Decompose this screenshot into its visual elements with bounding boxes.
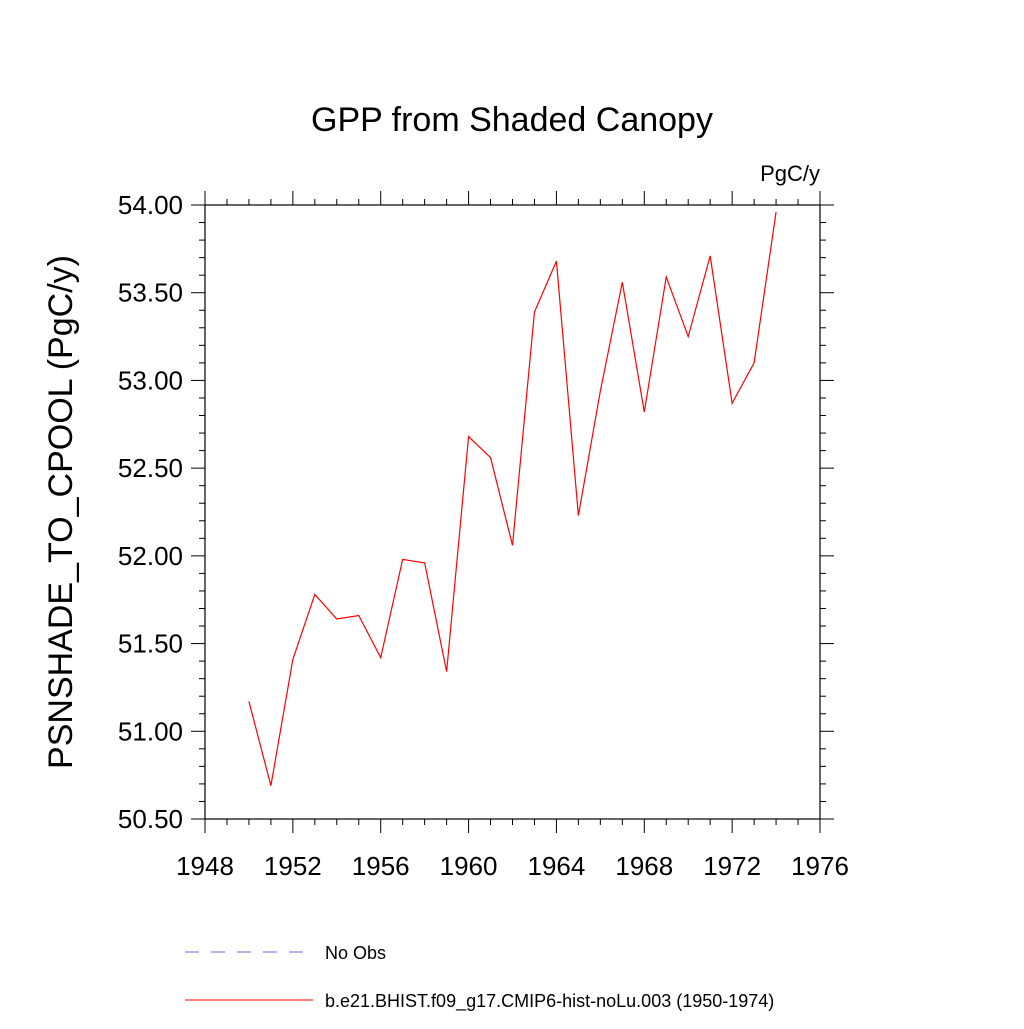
y-tick-label: 50.50 <box>118 804 183 834</box>
legend-label: No Obs <box>325 943 386 963</box>
y-tick-label: 52.00 <box>118 541 183 571</box>
legend-label: b.e21.BHIST.f09_g17.CMIP6-hist-noLu.003 … <box>325 991 774 1012</box>
y-tick-label: 54.00 <box>118 190 183 220</box>
x-tick-label: 1956 <box>352 851 410 881</box>
axes: 1948 1952 1956 1960 1964 1968 1972 1976 50.50 51.… <box>118 190 849 881</box>
y-axis-label: PSNSHADE_TO_CPOOL (PgC/y) <box>42 255 80 769</box>
chart-title: GPP from Shaded Canopy <box>311 101 713 139</box>
x-tick-label: 1960 <box>440 851 498 881</box>
plot-frame <box>204 204 821 820</box>
x-tick-label: 1964 <box>528 851 586 881</box>
y-tick-label: 51.00 <box>118 716 183 746</box>
units-label: PgC/y <box>760 161 820 186</box>
y-tick-label: 53.50 <box>118 278 183 308</box>
y-tick-label: 53.00 <box>118 365 183 395</box>
x-tick-label: 1968 <box>615 851 673 881</box>
y-tick-label: 52.50 <box>118 453 183 483</box>
legend: No Obs b.e21.BHIST.f09_g17.CMIP6-hist-noL… <box>185 943 774 1012</box>
series-layer <box>248 211 777 786</box>
x-tick-label: 1972 <box>703 851 761 881</box>
x-tick-label: 1952 <box>264 851 322 881</box>
y-tick-label: 51.50 <box>118 629 183 659</box>
series-line <box>248 211 777 786</box>
x-tick-label: 1948 <box>176 851 234 881</box>
x-tick-label: 1976 <box>791 851 849 881</box>
